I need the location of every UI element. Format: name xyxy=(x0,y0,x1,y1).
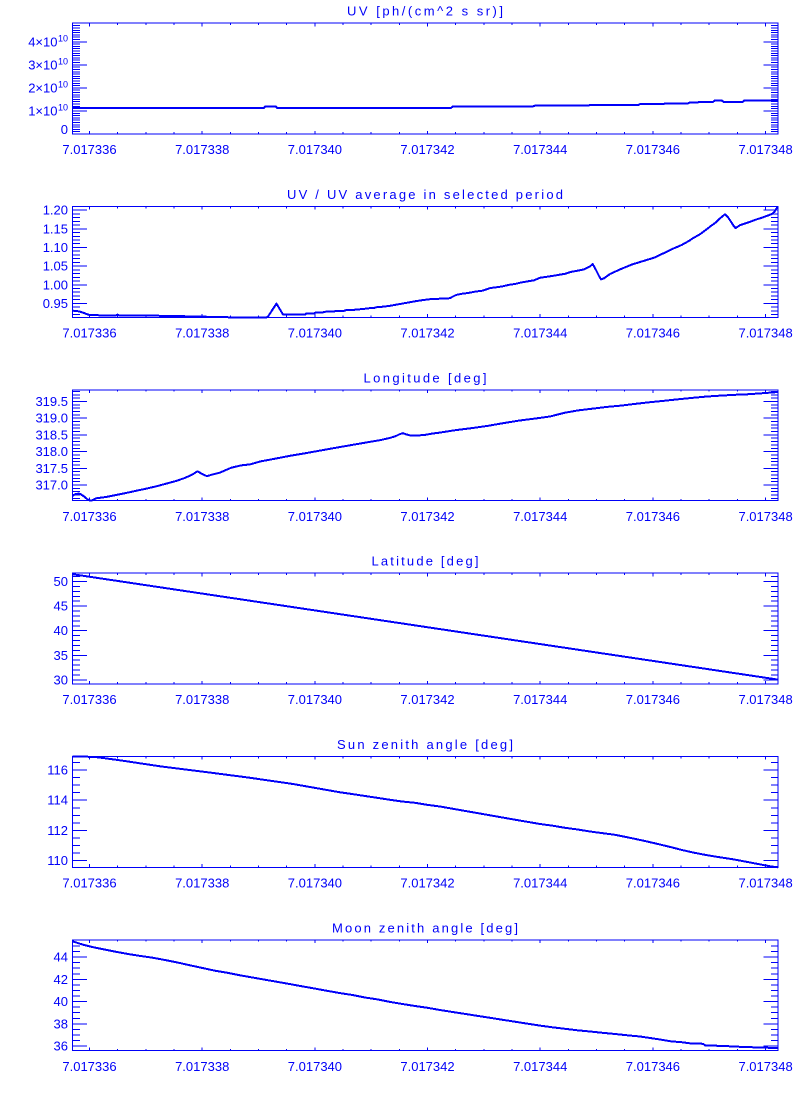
svg-text:7.017346: 7.017346 xyxy=(626,876,680,891)
svg-text:44: 44 xyxy=(54,950,68,965)
svg-text:1.10: 1.10 xyxy=(43,240,68,255)
svg-text:35: 35 xyxy=(54,648,68,663)
svg-text:110: 110 xyxy=(47,853,68,868)
svg-text:7.017340: 7.017340 xyxy=(288,876,342,891)
svg-text:7.017338: 7.017338 xyxy=(175,876,229,891)
svg-text:7.017344: 7.017344 xyxy=(513,509,567,524)
svg-text:7.017342: 7.017342 xyxy=(400,876,454,891)
svg-text:0: 0 xyxy=(61,122,68,137)
svg-text:7.017342: 7.017342 xyxy=(400,326,454,341)
svg-text:7.017336: 7.017336 xyxy=(62,1059,116,1074)
svg-text:7.017338: 7.017338 xyxy=(175,142,229,157)
svg-text:38: 38 xyxy=(54,1016,68,1031)
svg-text:7.017348: 7.017348 xyxy=(738,326,792,341)
svg-text:7.017342: 7.017342 xyxy=(400,692,454,707)
svg-text:10: 10 xyxy=(58,79,68,89)
svg-text:7.017340: 7.017340 xyxy=(288,1059,342,1074)
svg-text:7.017336: 7.017336 xyxy=(62,509,116,524)
svg-text:1.20: 1.20 xyxy=(43,203,68,218)
svg-text:10: 10 xyxy=(58,103,68,113)
svg-text:7.017346: 7.017346 xyxy=(626,692,680,707)
svg-text:UV [ph/(cm^2 s sr)]: UV [ph/(cm^2 s sr)] xyxy=(347,4,503,19)
svg-text:7.017344: 7.017344 xyxy=(513,142,567,157)
svg-text:7.017336: 7.017336 xyxy=(62,142,116,157)
svg-text:30: 30 xyxy=(54,672,68,687)
svg-text:7.017340: 7.017340 xyxy=(288,326,342,341)
svg-text:317.5: 317.5 xyxy=(35,461,68,476)
svg-text:UV / UV average in selected pe: UV / UV average in selected period xyxy=(287,187,563,202)
svg-text:4×10: 4×10 xyxy=(28,34,57,49)
svg-text:116: 116 xyxy=(47,763,68,778)
svg-text:50: 50 xyxy=(54,574,68,589)
svg-text:40: 40 xyxy=(54,994,68,1009)
svg-text:7.017348: 7.017348 xyxy=(738,1059,792,1074)
svg-text:7.017336: 7.017336 xyxy=(62,692,116,707)
svg-text:7.017342: 7.017342 xyxy=(400,142,454,157)
svg-text:Longitude [deg]: Longitude [deg] xyxy=(364,370,487,385)
svg-text:7.017340: 7.017340 xyxy=(288,509,342,524)
svg-text:7.017342: 7.017342 xyxy=(400,509,454,524)
svg-text:7.017338: 7.017338 xyxy=(175,1059,229,1074)
svg-text:45: 45 xyxy=(54,599,68,614)
svg-text:7.017346: 7.017346 xyxy=(626,1059,680,1074)
svg-text:42: 42 xyxy=(54,972,68,987)
svg-text:7.017348: 7.017348 xyxy=(738,876,792,891)
svg-text:7.017340: 7.017340 xyxy=(288,142,342,157)
svg-text:112: 112 xyxy=(47,823,68,838)
svg-text:7.017340: 7.017340 xyxy=(288,692,342,707)
svg-text:10: 10 xyxy=(58,33,68,43)
svg-text:40: 40 xyxy=(54,623,68,638)
svg-text:7.017348: 7.017348 xyxy=(738,692,792,707)
svg-text:114: 114 xyxy=(47,793,68,808)
svg-text:3×10: 3×10 xyxy=(28,57,57,72)
svg-text:7.017344: 7.017344 xyxy=(513,1059,567,1074)
svg-text:7.017348: 7.017348 xyxy=(738,142,792,157)
svg-text:1.05: 1.05 xyxy=(43,259,68,274)
svg-text:7.017336: 7.017336 xyxy=(62,326,116,341)
svg-text:318.0: 318.0 xyxy=(35,444,68,459)
svg-text:0.95: 0.95 xyxy=(43,296,68,311)
svg-text:7.017344: 7.017344 xyxy=(513,326,567,341)
svg-text:7.017348: 7.017348 xyxy=(738,509,792,524)
svg-text:7.017342: 7.017342 xyxy=(400,1059,454,1074)
svg-text:7.017344: 7.017344 xyxy=(513,692,567,707)
svg-text:7.017338: 7.017338 xyxy=(175,692,229,707)
svg-text:36: 36 xyxy=(54,1039,68,1054)
svg-text:2×10: 2×10 xyxy=(28,80,57,95)
svg-text:1×10: 1×10 xyxy=(28,104,57,119)
svg-text:7.017344: 7.017344 xyxy=(513,876,567,891)
svg-text:7.017338: 7.017338 xyxy=(175,326,229,341)
svg-text:7.017346: 7.017346 xyxy=(626,509,680,524)
svg-text:319.0: 319.0 xyxy=(35,411,68,426)
svg-text:7.017346: 7.017346 xyxy=(626,142,680,157)
svg-text:Latitude [deg]: Latitude [deg] xyxy=(372,554,479,569)
svg-text:7.017338: 7.017338 xyxy=(175,509,229,524)
svg-text:1.00: 1.00 xyxy=(43,277,68,292)
svg-text:7.017346: 7.017346 xyxy=(626,326,680,341)
svg-text:318.5: 318.5 xyxy=(35,427,68,442)
svg-text:1.15: 1.15 xyxy=(43,221,68,236)
svg-text:7.017336: 7.017336 xyxy=(62,876,116,891)
svg-text:10: 10 xyxy=(58,56,68,66)
svg-text:317.0: 317.0 xyxy=(35,478,68,493)
svg-text:319.5: 319.5 xyxy=(35,394,68,409)
